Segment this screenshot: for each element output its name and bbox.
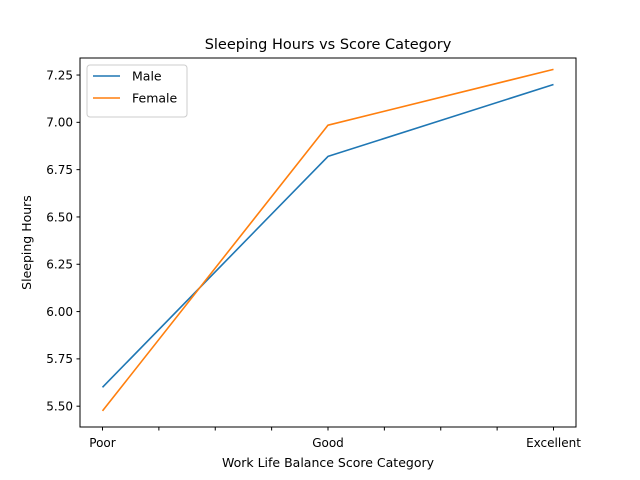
y-tick-label: 6.00 [46, 305, 73, 319]
y-tick-label: 7.00 [46, 116, 73, 130]
chart-title: Sleeping Hours vs Score Category [205, 37, 452, 53]
legend-label: Female [132, 91, 178, 106]
y-tick-label: 6.25 [46, 258, 73, 272]
x-axis-label: Work Life Balance Score Category [222, 455, 435, 470]
legend: Male Female [86, 64, 188, 118]
y-tick-label: 5.50 [46, 399, 73, 413]
x-tick-label: Excellent [526, 436, 581, 450]
plot-area-frame [79, 57, 577, 428]
y-tick-label: 7.25 [46, 68, 73, 82]
x-tick-label: Poor [89, 436, 115, 450]
y-axis-label: Sleeping Hours [19, 195, 34, 290]
y-tick-label: 5.75 [46, 352, 73, 366]
x-tick-label: Good [312, 436, 344, 450]
legend-label: Male [132, 69, 162, 84]
legend-box [86, 64, 188, 118]
series-line-male [101, 83, 554, 388]
series-line-female [101, 68, 554, 412]
y-tick-label: 6.75 [46, 163, 73, 177]
y-tick-label: 6.50 [46, 210, 73, 224]
